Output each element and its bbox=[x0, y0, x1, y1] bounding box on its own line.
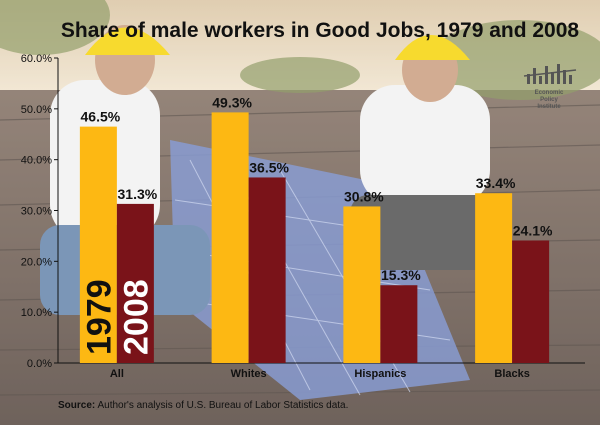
logo-bar bbox=[551, 72, 554, 84]
bar-1979-all bbox=[79, 126, 117, 363]
logo-text: Institute bbox=[537, 104, 561, 110]
y-tick-label: 40.0% bbox=[21, 155, 52, 167]
x-tick-label: Blacks bbox=[494, 368, 529, 380]
bar-1979-blacks bbox=[475, 193, 513, 363]
logo-bar bbox=[557, 64, 560, 84]
chart-title: Share of male workers in Good Jobs, 1979… bbox=[61, 19, 580, 42]
y-tick-label: 0.0% bbox=[27, 358, 52, 370]
bar-1979-whites bbox=[211, 112, 249, 364]
logo-bar bbox=[539, 76, 542, 84]
bar-2008-hispanics bbox=[380, 285, 418, 363]
bar-2008-whites bbox=[248, 177, 286, 363]
x-tick-label: Whites bbox=[231, 368, 267, 380]
y-tick-label: 10.0% bbox=[21, 307, 52, 319]
data-label: 31.3% bbox=[118, 186, 158, 202]
y-tick-label: 20.0% bbox=[21, 256, 52, 268]
logo-line bbox=[523, 69, 577, 77]
data-label: 49.3% bbox=[212, 94, 252, 110]
logo-bar bbox=[527, 74, 530, 84]
x-tick-label: All bbox=[110, 368, 124, 380]
bar-2008-all bbox=[116, 203, 154, 363]
source-text: Author's analysis of U.S. Bureau of Labo… bbox=[97, 400, 349, 411]
data-label: 33.4% bbox=[476, 175, 516, 191]
logo-bar bbox=[545, 66, 548, 84]
data-label: 36.5% bbox=[249, 159, 289, 175]
y-tick-label: 30.0% bbox=[21, 206, 52, 218]
y-tick-label: 50.0% bbox=[21, 104, 52, 116]
y-tick-label: 60.0% bbox=[21, 53, 52, 65]
bar-1979-hispanics bbox=[343, 206, 381, 363]
logo-bar bbox=[563, 70, 566, 84]
source-label: Source: bbox=[58, 400, 96, 411]
data-label: 30.8% bbox=[344, 188, 384, 204]
source-note: Source: Author's analysis of U.S. Bureau… bbox=[58, 400, 348, 411]
data-label: 46.5% bbox=[81, 109, 121, 125]
x-tick-label: Hispanics bbox=[354, 368, 406, 380]
series-label-1979: 1979 bbox=[80, 279, 118, 355]
logo-bar bbox=[533, 68, 536, 84]
logo-bar bbox=[569, 75, 572, 84]
bar-2008-blacks bbox=[512, 240, 550, 363]
logo-text: Policy bbox=[540, 97, 558, 103]
series-label-2008: 2008 bbox=[117, 279, 155, 355]
data-label: 15.3% bbox=[381, 267, 421, 283]
logo-text: Economic bbox=[535, 90, 564, 96]
data-label: 24.1% bbox=[513, 222, 553, 238]
